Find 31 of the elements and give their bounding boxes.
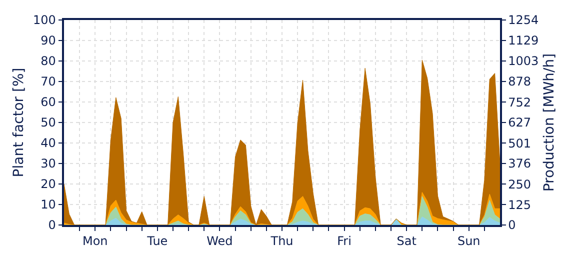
y-tick-label: 100 (32, 13, 56, 28)
y-tick-label: 50 (40, 116, 56, 130)
x-tick-label: Wed (206, 234, 233, 248)
x-tick-label: Fri (337, 234, 352, 248)
y-tick-label: 20 (40, 177, 56, 192)
x-tick-label: Sun (457, 234, 480, 248)
y-tick-label: 0 (48, 218, 56, 232)
y2-tick-label: 752 (508, 95, 532, 110)
y2-tick-label: 0 (508, 218, 516, 232)
x-tick-label: Thu (270, 234, 294, 248)
x-tick-label: Sat (396, 234, 417, 248)
y-tick-label: 60 (40, 95, 56, 110)
y2-tick-label: 878 (508, 74, 532, 89)
y-tick-label: 90 (40, 34, 56, 48)
y-tick-label: 80 (40, 54, 56, 68)
y2-tick-label: 250 (508, 177, 532, 192)
y2-tick-label: 125 (508, 198, 532, 212)
y-tick-label: 30 (40, 156, 56, 171)
y-tick-label: 70 (40, 74, 56, 89)
y2-tick-label: 1129 (508, 34, 539, 48)
y2-tick-label: 376 (508, 156, 532, 171)
y2-tick-label: 1254 (508, 13, 539, 28)
y-tick-label: 10 (40, 198, 56, 212)
y2-tick-label: 501 (508, 136, 532, 150)
y2-tick-label: 627 (508, 116, 532, 130)
x-tick-label: Tue (146, 234, 168, 248)
y2-axis-title: Production [MWh/h] (541, 53, 558, 192)
y2-tick-label: 1003 (508, 54, 539, 68)
y-tick-label: 40 (40, 136, 56, 150)
y-axis-title: Plant factor [%] (11, 68, 28, 178)
x-tick-label: Mon (82, 234, 108, 248)
